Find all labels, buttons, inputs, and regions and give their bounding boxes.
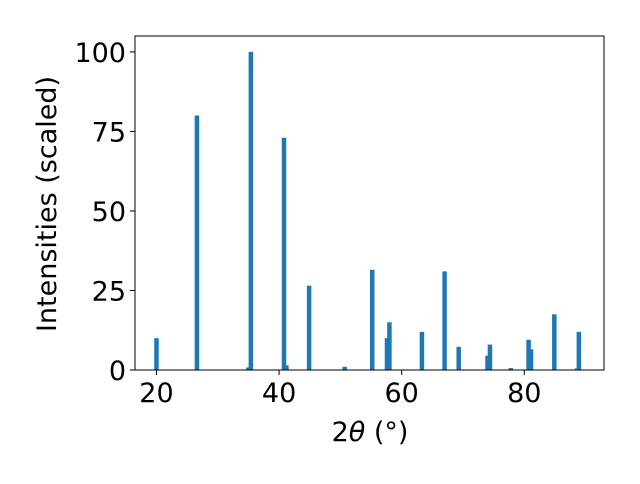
- x-tick-label: 20: [139, 378, 173, 409]
- bar-16: [508, 368, 514, 370]
- bar-0: [154, 338, 159, 370]
- y-tick-label: 75: [92, 117, 126, 148]
- bar-13: [456, 346, 461, 370]
- bar-9: [384, 338, 390, 370]
- bar-10: [387, 322, 392, 370]
- x-axis-label-prefix: 2: [332, 417, 349, 448]
- bar-4: [281, 137, 287, 370]
- x-tick-label: 40: [262, 378, 296, 409]
- bar-18: [528, 349, 534, 370]
- bars: [154, 51, 582, 371]
- bar-14: [485, 355, 490, 370]
- bar-11: [419, 331, 425, 370]
- bar-6: [306, 285, 312, 370]
- bar-7: [342, 366, 347, 370]
- y-axis-label: Intensities (scaled): [32, 76, 63, 332]
- x-axis-label-suffix: (°): [365, 417, 408, 448]
- bar-5: [284, 365, 289, 370]
- x-tick-label: 80: [507, 378, 541, 409]
- plot-frame: [134, 35, 605, 371]
- bar-17: [526, 339, 531, 370]
- bar-19: [552, 314, 557, 370]
- bar-12: [442, 271, 447, 370]
- bar-8: [370, 269, 375, 370]
- x-tick-label: 60: [385, 378, 419, 409]
- bar-15: [487, 344, 493, 370]
- bar-1: [194, 115, 200, 371]
- bar-2: [246, 367, 251, 370]
- y-tick-label: 25: [92, 276, 126, 307]
- y-tick-label: 0: [109, 356, 126, 387]
- y-tick-label: 50: [92, 197, 126, 228]
- x-axis-label-theta: θ: [349, 417, 366, 448]
- bar-21: [576, 331, 582, 370]
- bar-3: [248, 51, 254, 371]
- axis-ticks: 20 40 60 80 0 25 50 75 100: [74, 38, 541, 409]
- x-axis-label: 2θ (°): [332, 417, 409, 448]
- y-tick-label: 100: [74, 38, 126, 69]
